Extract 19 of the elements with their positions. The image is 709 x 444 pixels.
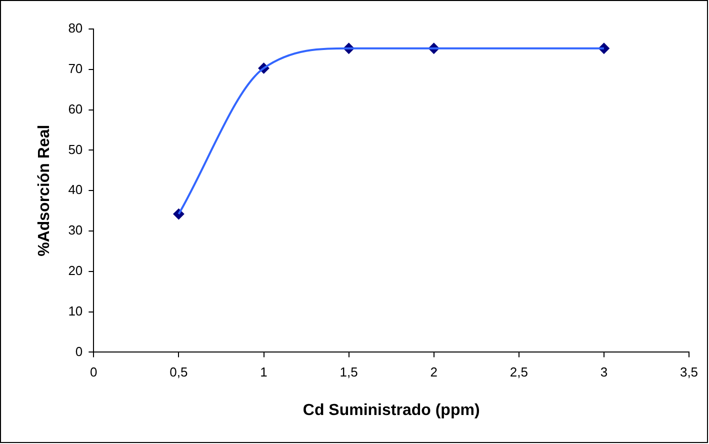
x-tick-label: 2,5 — [510, 364, 528, 380]
y-tick-label: 50 — [68, 142, 83, 157]
y-axis-title: %Adsorción Real — [36, 124, 54, 256]
y-tick-label: 70 — [68, 60, 83, 76]
x-tick-label: 2 — [430, 364, 438, 380]
y-tick-label: 40 — [68, 182, 83, 198]
x-tick-label: 3 — [600, 364, 608, 380]
y-tick-label: 20 — [68, 262, 83, 278]
x-axis-title: Cd Suministrado (ppm) — [302, 402, 480, 419]
x-tick-label: 1,5 — [340, 364, 358, 380]
y-tick-label: 60 — [68, 101, 83, 116]
y-tick-label: 0 — [75, 344, 83, 359]
y-tick-label: 10 — [68, 303, 83, 318]
x-tick-label: 3,5 — [680, 364, 698, 380]
x-tick-label: 0,5 — [170, 364, 188, 380]
x-tick-label: 0 — [90, 364, 98, 380]
x-tick-label: 1 — [260, 364, 268, 380]
y-tick-label: 30 — [68, 222, 83, 238]
y-tick-label: 80 — [68, 20, 83, 36]
